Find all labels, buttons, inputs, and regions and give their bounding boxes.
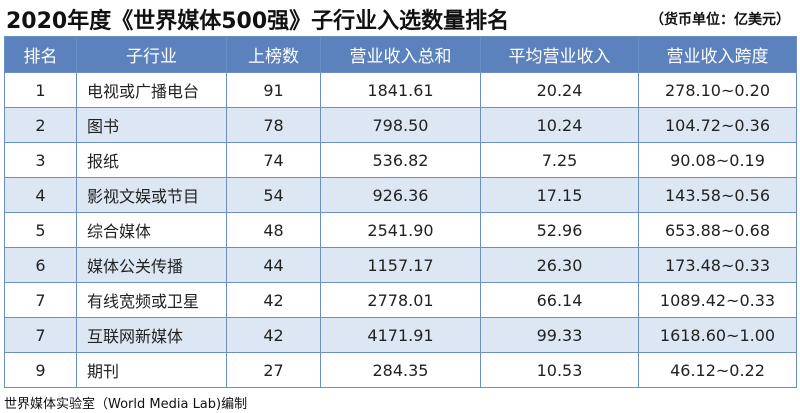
table-cell: 17.15 <box>480 177 639 213</box>
unit-note: （货币单位：亿美元） <box>650 12 790 28</box>
table-cell: 1 <box>4 72 77 108</box>
column-header: 营业收入跨度 <box>638 36 797 73</box>
table-row: 6 媒体公关传播 44 1157.17 26.30 173.48~0.33 <box>4 247 797 283</box>
table-cell: 48 <box>226 212 321 248</box>
table-cell: 926.36 <box>320 177 481 213</box>
table-cell: 74 <box>226 142 321 178</box>
table-row: 3 报纸 74 536.82 7.25 90.08~0.19 <box>4 142 797 178</box>
table-cell: 2778.01 <box>320 282 481 318</box>
header-row: 排名 子行业 上榜数 营业收入总和 平均营业收入 营业收入跨度 <box>4 36 797 73</box>
table-cell: 媒体公关传播 <box>76 247 227 283</box>
table-cell: 电视或广播电台 <box>76 72 227 108</box>
table-cell: 1618.60~1.00 <box>638 317 797 353</box>
table-cell: 7 <box>4 317 77 353</box>
table-cell: 42 <box>226 282 321 318</box>
table-cell: 173.48~0.33 <box>638 247 797 283</box>
table-row: 7 有线宽频或卫星 42 2778.01 66.14 1089.42~0.33 <box>4 282 797 318</box>
table-cell: 1157.17 <box>320 247 481 283</box>
table-cell: 有线宽频或卫星 <box>76 282 227 318</box>
table-cell: 91 <box>226 72 321 108</box>
table-cell: 图书 <box>76 107 227 143</box>
table-cell: 52.96 <box>480 212 639 248</box>
column-header: 排名 <box>4 36 77 73</box>
table-cell: 影视文娱或节目 <box>76 177 227 213</box>
table-cell: 653.88~0.68 <box>638 212 797 248</box>
table-cell: 46.12~0.22 <box>638 352 797 388</box>
table-cell: 536.82 <box>320 142 481 178</box>
table-row: 2 图书 78 798.50 10.24 104.72~0.36 <box>4 107 797 143</box>
table-cell: 66.14 <box>480 282 639 318</box>
column-header: 营业收入总和 <box>320 36 481 73</box>
table-cell: 5 <box>4 212 77 248</box>
table-cell: 互联网新媒体 <box>76 317 227 353</box>
table-row: 5 综合媒体 48 2541.90 52.96 653.88~0.68 <box>4 212 797 248</box>
table-cell: 10.24 <box>480 107 639 143</box>
table-cell: 10.53 <box>480 352 639 388</box>
table-cell: 3 <box>4 142 77 178</box>
table-cell: 6 <box>4 247 77 283</box>
table-cell: 4 <box>4 177 77 213</box>
table-cell: 2541.90 <box>320 212 481 248</box>
table-cell: 1841.61 <box>320 72 481 108</box>
table-row: 9 期刊 27 284.35 10.53 46.12~0.22 <box>4 352 797 388</box>
table-cell: 90.08~0.19 <box>638 142 797 178</box>
ranking-table: 排名 子行业 上榜数 营业收入总和 平均营业收入 营业收入跨度 1 电视或广播电台 91 184… <box>4 36 797 388</box>
table-cell: 278.10~0.20 <box>638 72 797 108</box>
table-cell: 7.25 <box>480 142 639 178</box>
table-cell: 284.35 <box>320 352 481 388</box>
table-cell: 798.50 <box>320 107 481 143</box>
table-cell: 78 <box>226 107 321 143</box>
table-cell: 54 <box>226 177 321 213</box>
column-header: 子行业 <box>76 36 227 73</box>
table-row: 4 影视文娱或节目 54 926.36 17.15 143.58~0.56 <box>4 177 797 213</box>
table-cell: 99.33 <box>480 317 639 353</box>
table-cell: 2 <box>4 107 77 143</box>
table-cell: 26.30 <box>480 247 639 283</box>
table-cell: 143.58~0.56 <box>638 177 797 213</box>
table-cell: 104.72~0.36 <box>638 107 797 143</box>
table-cell: 44 <box>226 247 321 283</box>
table-cell: 综合媒体 <box>76 212 227 248</box>
table-cell: 4171.91 <box>320 317 481 353</box>
title: 2020年度《世界媒体500强》子行业入选数量排名 <box>6 9 510 34</box>
table-row: 1 电视或广播电台 91 1841.61 20.24 278.10~0.20 <box>4 72 797 108</box>
table-cell: 27 <box>226 352 321 388</box>
table-cell: 20.24 <box>480 72 639 108</box>
table-cell: 报纸 <box>76 142 227 178</box>
table-cell: 7 <box>4 282 77 318</box>
table-cell: 42 <box>226 317 321 353</box>
column-header: 平均营业收入 <box>480 36 639 73</box>
table-cell: 1089.42~0.33 <box>638 282 797 318</box>
column-header: 上榜数 <box>226 36 321 73</box>
source-note: 世界媒体实验室（World Media Lab)编制 <box>4 397 248 412</box>
table-row: 7 互联网新媒体 42 4171.91 99.33 1618.60~1.00 <box>4 317 797 353</box>
table-cell: 9 <box>4 352 77 388</box>
table-cell: 期刊 <box>76 352 227 388</box>
table-body: 1 电视或广播电台 91 1841.61 20.24 278.10~0.20 2 图书 78 79… <box>4 72 797 388</box>
